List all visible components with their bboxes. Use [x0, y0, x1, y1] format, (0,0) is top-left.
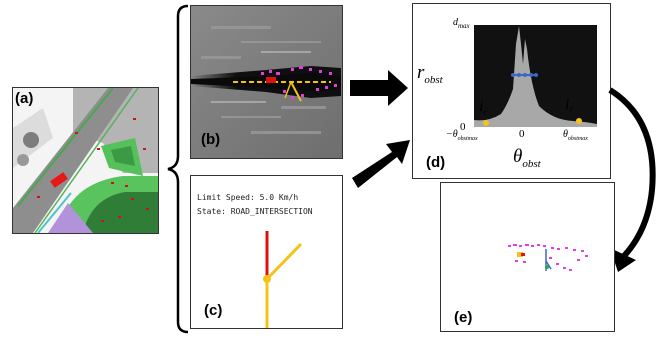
- histogram-area: [474, 26, 597, 127]
- label-x-max: θobstmax: [563, 129, 588, 142]
- curly-brace: [167, 4, 189, 334]
- panel-b: (b): [190, 5, 343, 159]
- panel-d: dmax robst ir il 0 −θobstmax 0 θobstmax …: [412, 3, 611, 179]
- label-zero-x: 0: [519, 128, 525, 140]
- panel-b-label: (b): [201, 131, 221, 148]
- panel-b-scan: [191, 6, 342, 158]
- panel-d-plot: [474, 25, 597, 127]
- arrow-d-to-e: [608, 87, 656, 272]
- panel-e: (e): [440, 182, 615, 332]
- panel-c-label: (c): [204, 302, 223, 319]
- vehicle-marker: [517, 252, 523, 257]
- panel-a-map: [13, 88, 158, 233]
- panel-e-label: (e): [454, 309, 473, 326]
- panel-a-label: (a): [15, 90, 34, 107]
- label-x-min: −θobstmax: [446, 129, 478, 142]
- state-text: State: ROAD_INTERSECTION: [197, 207, 313, 216]
- label-theta-obst: θobst: [513, 146, 541, 170]
- path-branch-yellow: [265, 242, 303, 281]
- junction-node: [263, 275, 271, 283]
- limit-speed-text: Limit Speed: 5.0 Km/h: [197, 193, 299, 202]
- panel-e-points: [508, 244, 588, 271]
- point-i-r: [483, 120, 489, 126]
- label-i-r: ir: [479, 98, 487, 118]
- panel-c: Limit Speed: 5.0 Km/h State: ROAD_INTERS…: [190, 175, 343, 329]
- panel-c-paths: [263, 231, 303, 328]
- label-i-l: il: [565, 96, 572, 116]
- panel-a: (a): [12, 87, 159, 234]
- arrow-b-to-d: [350, 70, 408, 106]
- label-d-max: dmax: [453, 17, 470, 30]
- arrow-c-to-d: [352, 140, 410, 188]
- panel-d-label: (d): [426, 154, 446, 171]
- label-r-obst: robst: [417, 62, 443, 86]
- point-i-l: [576, 118, 582, 124]
- label-zero-y: 0: [460, 121, 466, 133]
